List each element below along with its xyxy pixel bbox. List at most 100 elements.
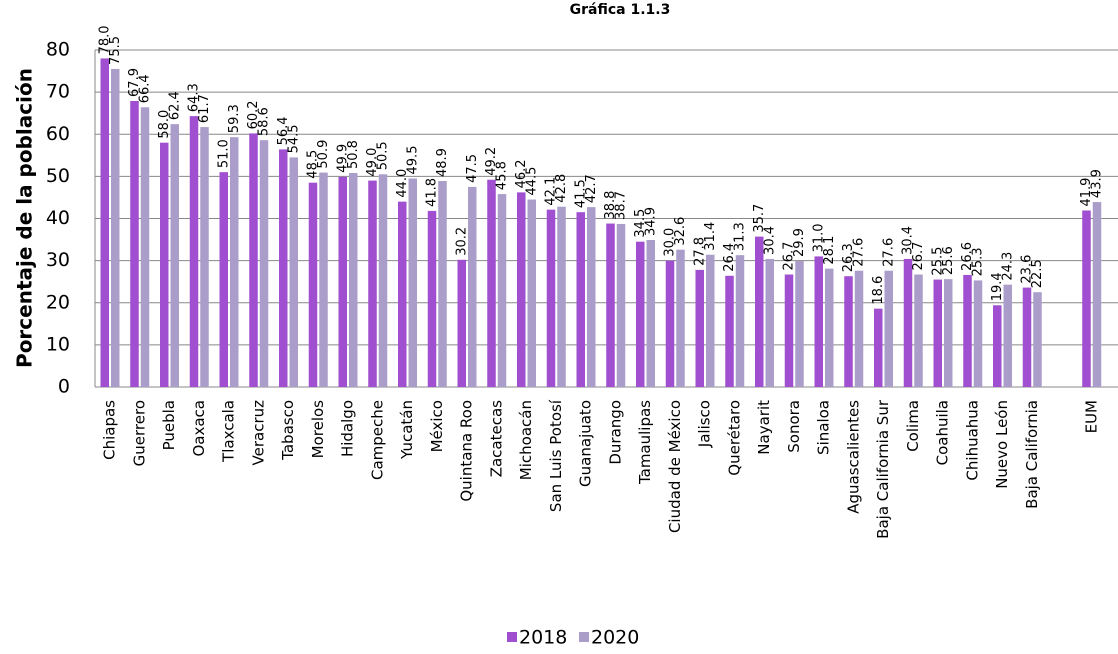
x-tick-label: Durango <box>606 400 624 465</box>
data-label: 27.6 <box>881 238 896 267</box>
y-tick-label: 50 <box>46 165 70 187</box>
data-label: 42.7 <box>584 174 599 203</box>
bar <box>844 276 853 387</box>
bar <box>874 308 883 387</box>
data-label: 25.5 <box>930 247 945 276</box>
bar <box>438 181 447 387</box>
bar <box>349 173 358 387</box>
data-label: 58.0 <box>157 110 172 139</box>
bar <box>100 58 109 388</box>
bar <box>755 236 764 387</box>
data-label: 27.6 <box>852 238 867 267</box>
bar <box>933 279 942 387</box>
bar <box>854 270 864 387</box>
bar <box>378 174 388 387</box>
data-label: 48.5 <box>306 150 321 179</box>
data-label: 60.2 <box>246 100 261 129</box>
data-label: 49.5 <box>405 146 420 175</box>
x-tick-label: Zacatecas <box>487 400 505 477</box>
data-label: 41.5 <box>573 179 588 208</box>
bar <box>606 223 615 387</box>
x-tick-label: Guerrero <box>130 400 148 466</box>
bar <box>973 280 983 387</box>
bar <box>308 182 318 387</box>
data-label: 56.4 <box>276 116 291 145</box>
data-label: 23.6 <box>1020 255 1035 284</box>
bar <box>140 107 150 387</box>
bar <box>111 68 120 388</box>
data-label: 27.8 <box>692 237 707 266</box>
data-label: 19.4 <box>990 272 1005 301</box>
x-tick-label: Colima <box>904 400 922 452</box>
x-tick-label: Tamaulipas <box>636 400 654 485</box>
data-label: 29.9 <box>792 228 807 257</box>
data-label: 61.7 <box>197 94 212 123</box>
x-tick-label: México <box>428 400 446 452</box>
x-tick-label: Tabasco <box>279 400 297 461</box>
bar <box>884 270 893 387</box>
bar <box>765 258 774 387</box>
data-label: 50.5 <box>376 141 391 170</box>
x-tick-label: Jalisco <box>696 400 714 448</box>
data-label: 54.5 <box>286 124 301 153</box>
data-label: 31.0 <box>811 223 826 252</box>
bar <box>665 260 675 387</box>
data-label: 26.3 <box>841 243 856 272</box>
bar <box>527 199 536 387</box>
bar <box>368 180 377 387</box>
y-tick-label: 80 <box>46 39 70 61</box>
x-tick-label: Oaxaca <box>190 400 208 457</box>
legend-swatch <box>579 632 589 642</box>
data-label: 34.5 <box>633 209 648 238</box>
data-label: 26.7 <box>911 242 926 271</box>
x-tick-label: Nuevo León <box>993 400 1011 489</box>
bar <box>587 207 596 387</box>
bar <box>130 100 139 387</box>
data-label: 25.3 <box>971 247 986 276</box>
data-label: 30.4 <box>901 226 916 255</box>
x-tick-label: Coahuila <box>934 400 952 465</box>
bar <box>319 172 328 387</box>
bar <box>230 137 239 387</box>
bar <box>189 116 199 387</box>
data-label: 38.7 <box>614 191 629 220</box>
bar <box>249 133 258 387</box>
data-label: 30.0 <box>663 228 678 257</box>
bar <box>725 275 734 387</box>
y-tick-label: 10 <box>46 333 70 355</box>
x-tick-label: Nayarit <box>755 400 773 455</box>
data-label: 49.0 <box>365 148 380 177</box>
data-label: 41.9 <box>1079 178 1094 207</box>
bar <box>814 256 823 387</box>
bar <box>944 279 953 387</box>
y-tick-label: 0 <box>58 376 70 398</box>
x-tick-label: Veracruz <box>249 400 267 466</box>
bar <box>735 255 745 387</box>
data-label: 62.4 <box>167 91 182 120</box>
data-label: 47.5 <box>465 154 480 183</box>
data-label: 44.5 <box>524 167 539 196</box>
bar <box>1003 284 1012 387</box>
data-label: 42.1 <box>544 177 559 206</box>
x-tick-label: Yucatán <box>398 400 416 460</box>
bar <box>557 206 566 387</box>
bar <box>1092 202 1102 387</box>
data-label: 49.9 <box>335 144 350 173</box>
data-label: 43.9 <box>1090 169 1105 198</box>
x-tick-label: Ciudad de México <box>666 400 684 533</box>
data-label: 34.9 <box>643 207 658 236</box>
bar <box>408 178 417 387</box>
bar <box>160 142 169 387</box>
data-label: 41.8 <box>425 178 440 207</box>
data-label: 50.8 <box>346 140 361 169</box>
data-label: 42.8 <box>554 174 569 203</box>
bar <box>219 172 228 387</box>
bar <box>546 209 556 387</box>
bar <box>468 186 477 387</box>
bar <box>1082 210 1091 387</box>
data-label: 46.2 <box>514 159 529 188</box>
data-label: 32.6 <box>673 217 688 246</box>
x-tick-label: Chihuahua <box>963 400 981 481</box>
y-tick-label: 70 <box>46 81 70 103</box>
y-axis-label: Porcentaje de la población <box>13 68 37 368</box>
